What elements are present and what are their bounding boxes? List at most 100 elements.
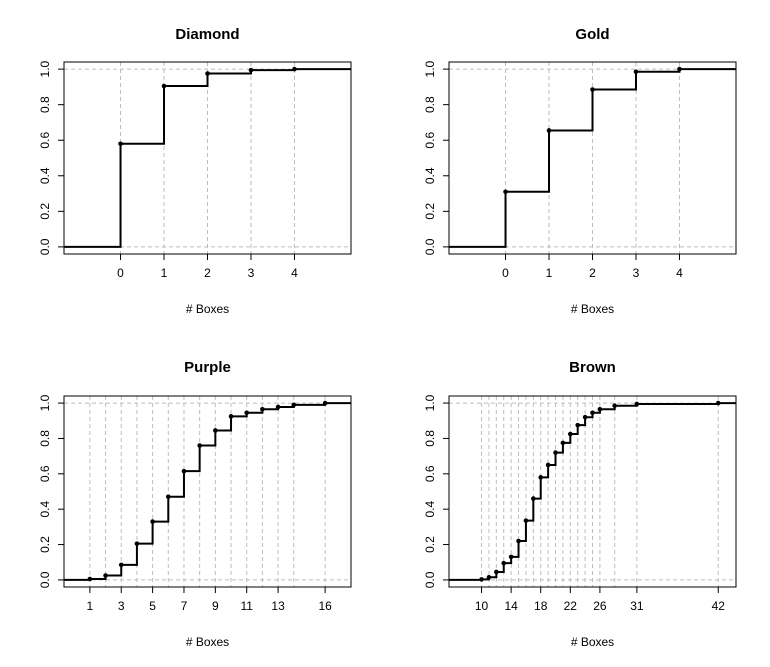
x-tick-label: 13 [271,599,285,613]
data-point [165,494,171,500]
data-point [181,468,187,474]
x-tick-label: 2 [589,266,596,280]
panel-gold: 0 1 2 3 4 0.0 0.2 0.4 0.6 0.8 1.0 Gold # Boxes [423,26,737,316]
panel-title: Purple [184,359,231,376]
x-tick-label: 31 [630,599,644,613]
panel-brown: 10 14 18 22 26 31 42 0.0 0.2 0.4 0.6 0.8 1.0 Brown # B… [423,359,737,649]
data-point [479,577,484,582]
data-point [575,422,581,428]
x-tick-label: 9 [212,599,219,613]
y-tick-label: 0.8 [38,430,52,447]
x-tick-label: 1 [87,599,94,613]
plot-frame [448,395,737,588]
data-point [103,573,108,578]
data-point [244,410,250,416]
x-tick-label: 16 [318,599,332,613]
data-point [150,519,155,524]
data-point [161,83,167,89]
data-point [582,414,588,420]
data-point [501,560,507,566]
x-tick-label: 1 [161,266,168,280]
data-point [523,518,529,523]
y-tick-label: 0.8 [423,96,437,113]
data-point [597,406,603,412]
data-point [516,538,521,544]
y-tick-label: 0.0 [38,571,52,588]
data-point [87,576,93,582]
x-tick-label: 0 [502,266,509,280]
data-point [228,414,234,419]
data-point [260,406,265,412]
x-axis-label: # Boxes [571,302,614,316]
data-point [508,554,514,560]
data-point [494,569,499,575]
data-point [197,443,202,448]
x-tick-label: 3 [248,266,255,280]
panel-diamond: 0 1 2 3 4 0.0 0.2 0.4 0.6 0.8 1.0 Diamond # Boxes [38,26,352,316]
data-point [568,431,573,437]
data-point [134,541,140,546]
x-axis-label: # Boxes [186,302,229,316]
panel-title: Brown [569,359,616,376]
data-point [531,496,536,501]
data-point [677,66,682,72]
y-tick-label: 0.6 [38,465,52,482]
x-tick-label: 7 [181,599,188,613]
x-tick-label: 0 [117,266,124,280]
y-tick-label: 0.0 [38,238,52,255]
ecdf-step-line [449,402,736,581]
data-point [590,410,595,416]
x-tick-label: 11 [240,599,253,613]
plot-frame [63,395,352,588]
y-tick-label: 0.2 [423,203,437,220]
data-point [715,400,721,406]
y-tick-label: 0.4 [423,167,437,184]
y-tick-label: 1.0 [423,394,437,411]
data-point [248,67,254,73]
y-tick-label: 0.2 [38,536,52,553]
y-tick-label: 0.2 [38,203,52,220]
y-tick-label: 0.4 [38,167,52,184]
y-tick-label: 0.6 [423,465,437,482]
data-point [560,440,566,446]
panel-title: Diamond [175,26,239,43]
x-tick-label: 18 [534,599,548,613]
x-tick-label: 14 [504,599,518,613]
y-tick-label: 0.2 [423,536,437,553]
data-point [612,403,617,409]
x-tick-label: 4 [676,266,683,280]
x-tick-label: 4 [291,266,298,280]
x-tick-label: 1 [546,266,553,280]
y-tick-label: 0.6 [423,132,437,149]
x-tick-label: 26 [593,599,607,613]
data-point [633,69,639,75]
x-tick-label: 2 [204,266,211,280]
y-tick-label: 0.8 [38,96,52,113]
y-tick-label: 1.0 [38,60,52,77]
data-point [118,141,123,147]
ecdf-step-line [449,68,736,248]
x-axis-label: # Boxes [571,635,614,649]
data-point [213,428,218,433]
y-tick-label: 0.0 [423,238,437,255]
x-tick-label: 5 [149,599,156,613]
x-axis-label: # Boxes [186,635,229,649]
data-point [322,400,328,406]
x-tick-label: 3 [633,266,640,280]
x-tick-label: 10 [475,599,489,613]
x-tick-label: 3 [118,599,125,613]
y-tick-label: 1.0 [423,60,437,77]
data-point [275,404,281,410]
data-point [590,87,595,92]
data-point [503,189,508,195]
data-point [634,401,640,407]
y-tick-label: 0.6 [38,132,52,149]
ecdf-step-line [64,68,351,248]
panel-title: Gold [575,26,609,43]
data-point [546,128,552,133]
data-point [545,462,551,468]
x-tick-label: 42 [712,599,726,613]
y-tick-label: 0.4 [423,501,437,518]
x-tick-label: 22 [564,599,578,613]
